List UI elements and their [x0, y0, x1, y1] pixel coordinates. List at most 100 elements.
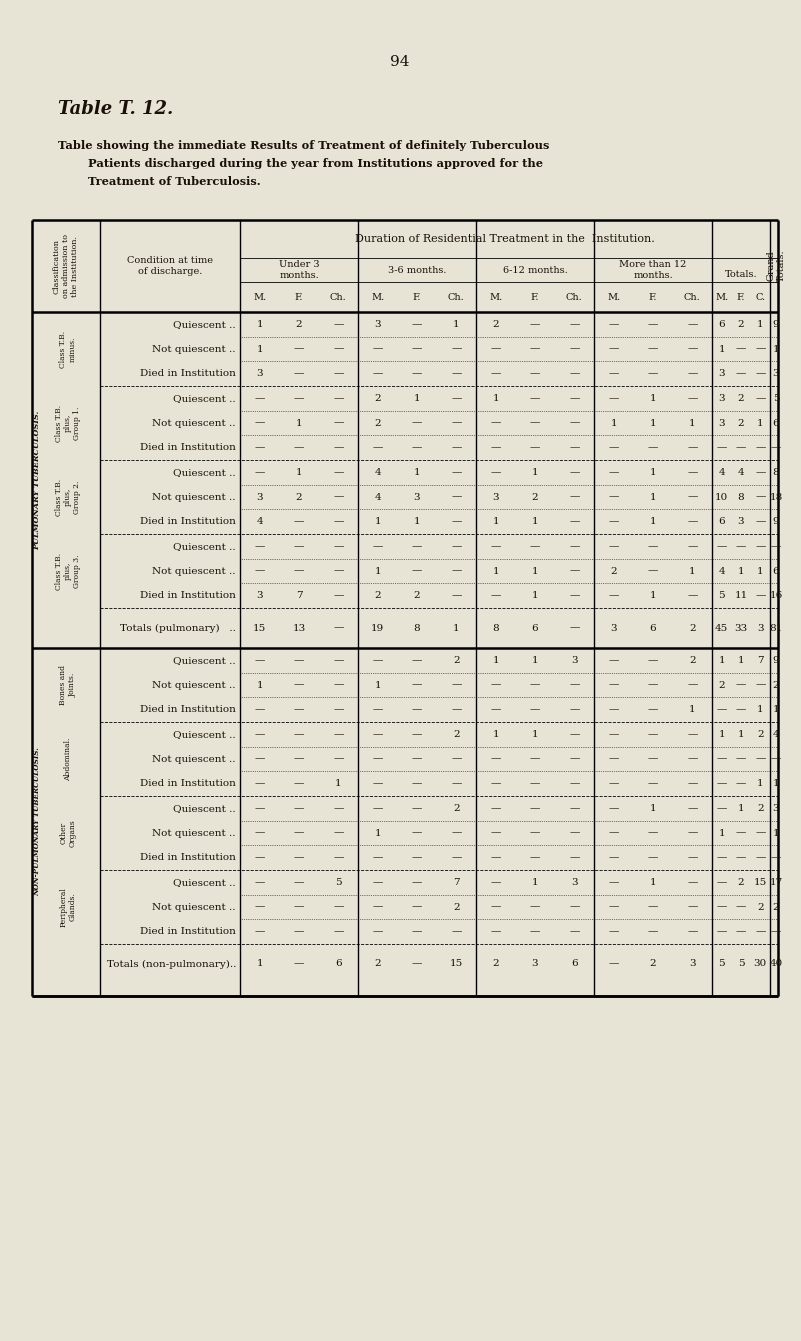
Text: —: —: [412, 369, 422, 378]
Text: 2: 2: [374, 591, 381, 601]
Text: —: —: [687, 468, 698, 477]
Text: M.: M.: [715, 292, 728, 302]
Text: —: —: [609, 468, 619, 477]
Text: —: —: [529, 853, 540, 862]
Text: 9: 9: [773, 518, 779, 526]
Text: 3: 3: [374, 320, 381, 329]
Text: —: —: [529, 829, 540, 838]
Text: —: —: [687, 591, 698, 601]
Text: —: —: [570, 518, 579, 526]
Text: F.: F.: [413, 292, 421, 302]
Text: —: —: [412, 829, 422, 838]
Text: F.: F.: [295, 292, 304, 302]
Text: —: —: [333, 591, 344, 601]
Text: 4: 4: [773, 730, 779, 739]
Text: —: —: [736, 779, 747, 789]
Text: Other
Organs: Other Organs: [59, 819, 77, 848]
Text: —: —: [255, 927, 265, 936]
Text: 6: 6: [718, 320, 725, 329]
Text: 2: 2: [374, 960, 381, 968]
Text: —: —: [687, 369, 698, 378]
Text: 6: 6: [773, 418, 779, 428]
Text: 4: 4: [718, 468, 725, 477]
Text: —: —: [570, 320, 579, 329]
Text: —: —: [687, 443, 698, 452]
Text: 1: 1: [256, 680, 263, 689]
Text: —: —: [490, 755, 501, 763]
Text: Not quiescent ..: Not quiescent ..: [152, 755, 236, 763]
Text: 1: 1: [757, 779, 763, 789]
Text: —: —: [294, 656, 304, 665]
Text: —: —: [294, 878, 304, 886]
Text: —: —: [609, 902, 619, 912]
Text: Class T.B.
plus,
Group 3.: Class T.B. plus, Group 3.: [54, 552, 81, 590]
Text: —: —: [755, 542, 766, 551]
Text: —: —: [687, 320, 698, 329]
Text: 8: 8: [738, 492, 744, 502]
Text: —: —: [255, 443, 265, 452]
Text: —: —: [372, 853, 383, 862]
Text: Not quiescent ..: Not quiescent ..: [152, 902, 236, 912]
Text: 5: 5: [718, 591, 725, 601]
Text: Condition at time
of discharge.: Condition at time of discharge.: [127, 256, 213, 276]
Text: 3: 3: [718, 418, 725, 428]
Text: —: —: [609, 803, 619, 813]
Text: 1: 1: [773, 779, 779, 789]
Text: 15: 15: [253, 624, 266, 633]
Text: Quiescent ..: Quiescent ..: [173, 468, 236, 477]
Text: —: —: [412, 779, 422, 789]
Text: —: —: [755, 443, 766, 452]
Text: —: —: [648, 369, 658, 378]
Text: —: —: [333, 853, 344, 862]
Text: Not quiescent ..: Not quiescent ..: [152, 418, 236, 428]
Text: 11: 11: [735, 591, 747, 601]
Text: 45: 45: [715, 624, 728, 633]
Text: 1: 1: [650, 468, 656, 477]
Text: —: —: [490, 468, 501, 477]
Text: —: —: [412, 878, 422, 886]
Text: 1: 1: [738, 566, 744, 575]
Text: 1: 1: [650, 878, 656, 886]
Text: M.: M.: [607, 292, 620, 302]
Text: 2: 2: [493, 320, 499, 329]
Text: —: —: [570, 680, 579, 689]
Text: —: —: [372, 927, 383, 936]
Text: 5: 5: [773, 394, 779, 402]
Text: 1: 1: [650, 803, 656, 813]
Text: 3: 3: [532, 960, 538, 968]
Text: —: —: [648, 443, 658, 452]
Text: 6: 6: [773, 566, 779, 575]
Text: —: —: [255, 394, 265, 402]
Text: More than 12
months.: More than 12 months.: [619, 260, 686, 280]
Text: —: —: [609, 927, 619, 936]
Text: Died in Institution: Died in Institution: [140, 369, 236, 378]
Text: 2: 2: [296, 320, 302, 329]
Text: 4: 4: [738, 468, 744, 477]
Text: 1: 1: [757, 320, 763, 329]
Text: —: —: [333, 680, 344, 689]
Text: 3: 3: [738, 518, 744, 526]
Text: —: —: [333, 656, 344, 665]
Text: Abdominal.: Abdominal.: [64, 738, 72, 780]
Text: —: —: [609, 779, 619, 789]
Text: —: —: [716, 705, 727, 715]
Text: 5: 5: [738, 960, 744, 968]
Text: —: —: [609, 960, 619, 968]
Text: 1: 1: [413, 394, 421, 402]
Text: —: —: [648, 566, 658, 575]
Text: —: —: [255, 878, 265, 886]
Text: Duration of Residential Treatment in the  Institution.: Duration of Residential Treatment in the…: [355, 233, 655, 244]
Text: 2: 2: [610, 566, 617, 575]
Text: Patients discharged during the year from Institutions approved for the: Patients discharged during the year from…: [88, 158, 543, 169]
Text: M.: M.: [253, 292, 266, 302]
Text: 40: 40: [770, 960, 783, 968]
Text: —: —: [412, 902, 422, 912]
Text: —: —: [716, 779, 727, 789]
Text: Grand
Totals.: Grand Totals.: [767, 249, 786, 283]
Text: —: —: [687, 803, 698, 813]
Text: Quiescent ..: Quiescent ..: [173, 394, 236, 402]
Text: —: —: [771, 443, 781, 452]
Text: 3: 3: [571, 878, 578, 886]
Text: —: —: [529, 418, 540, 428]
Text: —: —: [716, 902, 727, 912]
